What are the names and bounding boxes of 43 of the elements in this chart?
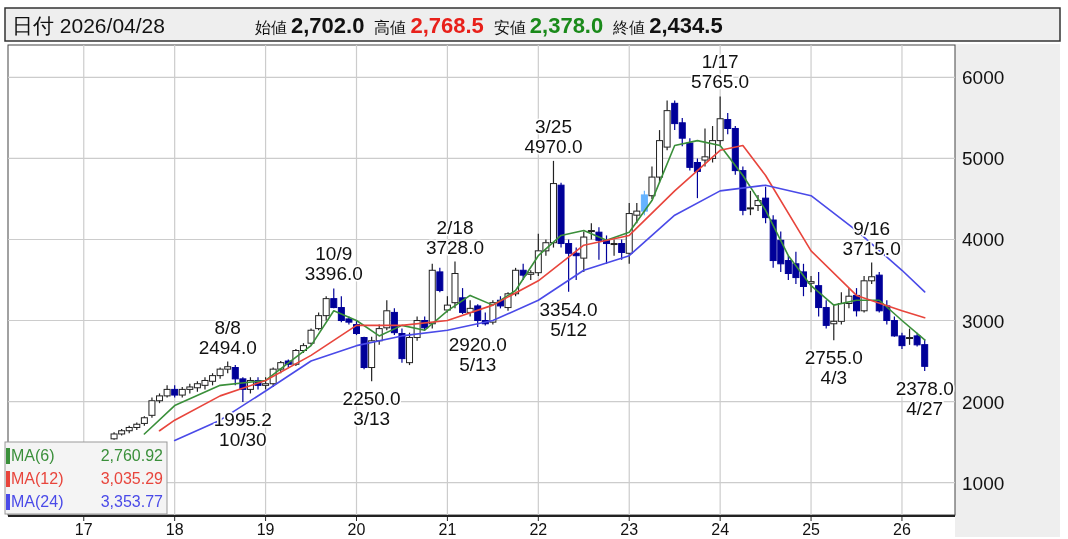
- x-tick-label: 26: [893, 521, 911, 538]
- x-tick-label: 24: [711, 521, 730, 538]
- annotation: 3354.0 5/12: [539, 298, 598, 340]
- candlestick: [580, 230, 588, 273]
- x-tick-label: 18: [165, 521, 184, 538]
- annotation: 2920.0 5/13: [448, 334, 507, 375]
- x-tick-label: 19: [256, 521, 275, 538]
- legend-label: MA(24): [11, 493, 64, 510]
- annotation: 2/18 3728.0: [425, 216, 485, 258]
- candlestick: [746, 190, 754, 216]
- chart-title: 日付 2026/04/28: [12, 14, 165, 37]
- annotation: 3,035.29: [100, 470, 164, 487]
- annotation: 1995.2 10/30: [213, 408, 272, 450]
- legend-label: MA(12): [11, 470, 64, 487]
- x-tick-label: 20: [347, 521, 366, 538]
- annotation: 3,353.77: [100, 493, 164, 510]
- x-tick-label: 17: [74, 521, 93, 538]
- annotation: 2755.0 4/3: [804, 347, 863, 389]
- x-tick-label: 22: [529, 521, 548, 538]
- candlestick: [436, 267, 444, 293]
- annotation: 2250.0 3/13: [342, 388, 401, 430]
- annotation: 8/8 2494.0: [198, 316, 257, 358]
- y-tick-label: 3000: [962, 310, 1005, 332]
- y-tick-label: 2000: [962, 391, 1005, 413]
- x-tick-label: 21: [438, 521, 457, 538]
- chart-subtitle: 始値 2,702.0 高値 2,768.5 安値 2,378.0 終値 2,434.5: [255, 13, 723, 38]
- annotation: 2,760.92: [100, 447, 164, 464]
- y-tick-label: 6000: [962, 67, 1005, 89]
- candlestick: [459, 287, 467, 315]
- candlestick: [383, 299, 391, 331]
- annotation: 1/17 5765.0: [691, 51, 750, 93]
- y-tick-label: 5000: [962, 148, 1005, 170]
- annotation: 3/25 4970.0: [524, 115, 583, 157]
- y-tick-label: 1000: [962, 472, 1005, 494]
- x-tick-label: 23: [620, 521, 639, 538]
- candlestick: [640, 190, 648, 216]
- y-tick-label: 4000: [962, 229, 1005, 251]
- annotation: 10/9 3396.0: [304, 243, 363, 285]
- x-tick-label: 25: [802, 521, 821, 538]
- annotation: 2378.0 4/27: [895, 377, 954, 419]
- legend-label: MA(6): [11, 447, 55, 464]
- candlestick: [618, 238, 626, 261]
- candlestick: [610, 238, 618, 257]
